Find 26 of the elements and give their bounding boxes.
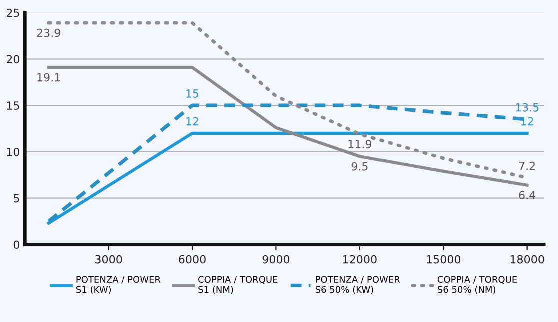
x-tick-label: 18000 [510, 255, 544, 264]
y-tick-label: 5 [14, 194, 20, 203]
legend-label: COPPIA / TORQUE S6 50% (NM) [438, 276, 518, 294]
data-label: 19.1 [38, 73, 60, 82]
data-label: 9.5 [352, 162, 368, 171]
data-label: 12 [521, 117, 534, 126]
data-label: 23.9 [37, 28, 60, 38]
y-tick-label: 20 [6, 55, 20, 64]
legend-label: COPPIA / TORQUE S1 (NM) [198, 276, 278, 294]
y-tick-label: 15 [7, 102, 20, 110]
x-tick-label: 6000 [179, 255, 206, 264]
x-tick-label: 3000 [96, 255, 122, 264]
data-label: 15 [186, 90, 199, 98]
legend-label: POTENZA / POWER S6 50% (KW) [316, 276, 400, 294]
data-label: 12 [186, 117, 198, 126]
data-label: 7.2 [519, 162, 536, 170]
data-label: 6.4 [519, 191, 536, 200]
y-tick-label: 25 [6, 8, 20, 18]
x-tick-label: 9000 [262, 255, 290, 264]
x-tick-label: 15000 [427, 255, 461, 264]
y-tick-label: 10 [7, 148, 20, 156]
y-tick-label: 0 [14, 240, 20, 250]
x-tick-label: 12000 [343, 255, 377, 264]
data-label: 11.9 [348, 140, 372, 149]
data-label: 13.5 [516, 103, 539, 112]
legend-label: POTENZA / POWER S1 (KW) [76, 276, 161, 294]
